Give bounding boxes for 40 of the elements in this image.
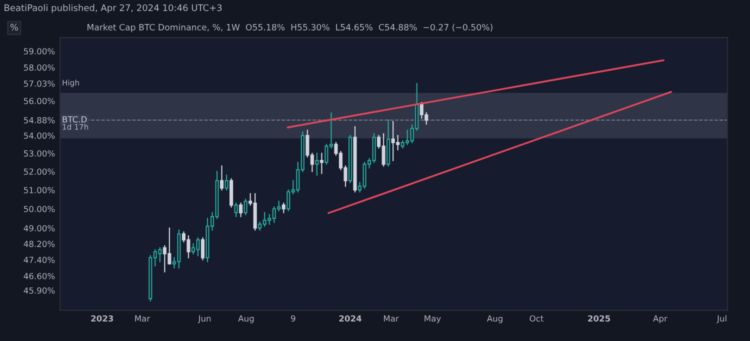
text: %: [10, 24, 18, 31]
ref-line-label: BTC.D: [62, 116, 87, 123]
x-tick-label: May: [424, 315, 441, 324]
y-tick-label: 51.00%: [24, 186, 55, 194]
candlestick: [224, 174, 228, 191]
x-tick-label: Jun: [198, 315, 211, 324]
y-tick-label: 54.00%: [24, 132, 55, 139]
y-tick-label: 50.00%: [24, 206, 55, 212]
candlestick: [220, 165, 224, 191]
candlestick: [320, 152, 324, 174]
y-tick-label: 57.03%: [24, 80, 55, 87]
candlestick: [315, 152, 319, 176]
candlestick: [200, 237, 205, 260]
x-tick-label: Aug: [238, 315, 254, 324]
x-tick-label: Apr: [653, 315, 668, 324]
x-tick-label: Aug: [486, 315, 502, 324]
x-tick-label: 2023: [91, 315, 114, 322]
candlestick: [239, 202, 243, 218]
y-tick-label: 45.90%: [24, 287, 55, 294]
chart-title: Market Cap BTC Dominance, %, 1W O55.18% H55.30% L54.65% C54.88% −0.27 (−0.50%): [88, 24, 492, 32]
y-tick-label: 59.00%: [24, 48, 55, 54]
y-tick-label: 54.88%: [24, 117, 55, 124]
x-tick-label: Mar: [135, 315, 150, 322]
y-tick-label: 53.00%: [24, 150, 55, 157]
y-tick-label: 58.00%: [24, 64, 55, 71]
x-tick-label: 2024: [339, 315, 362, 322]
y-tick-label: 47.40%: [24, 256, 55, 264]
candlestick: [244, 198, 248, 216]
x-tick-label: Oct: [530, 315, 544, 322]
y-tick-label: 56.00%: [24, 98, 55, 104]
chart-subtitle: BeatiPaoli published, Apr 27, 2024 10:46 UTC+3: [4, 4, 222, 13]
y-tick-label: 48.20%: [24, 240, 55, 248]
x-tick-label: 2025: [588, 315, 610, 322]
candlestick: [234, 202, 238, 218]
y-tick-label: 52.00%: [24, 168, 55, 175]
y-tick-label: 49.00%: [24, 225, 55, 232]
y-tick-label: 46.60%: [24, 272, 55, 280]
x-tick-label: Jul: [716, 315, 726, 324]
x-tick-label: Mar: [384, 315, 399, 322]
x-tick-label: 9: [291, 315, 296, 322]
